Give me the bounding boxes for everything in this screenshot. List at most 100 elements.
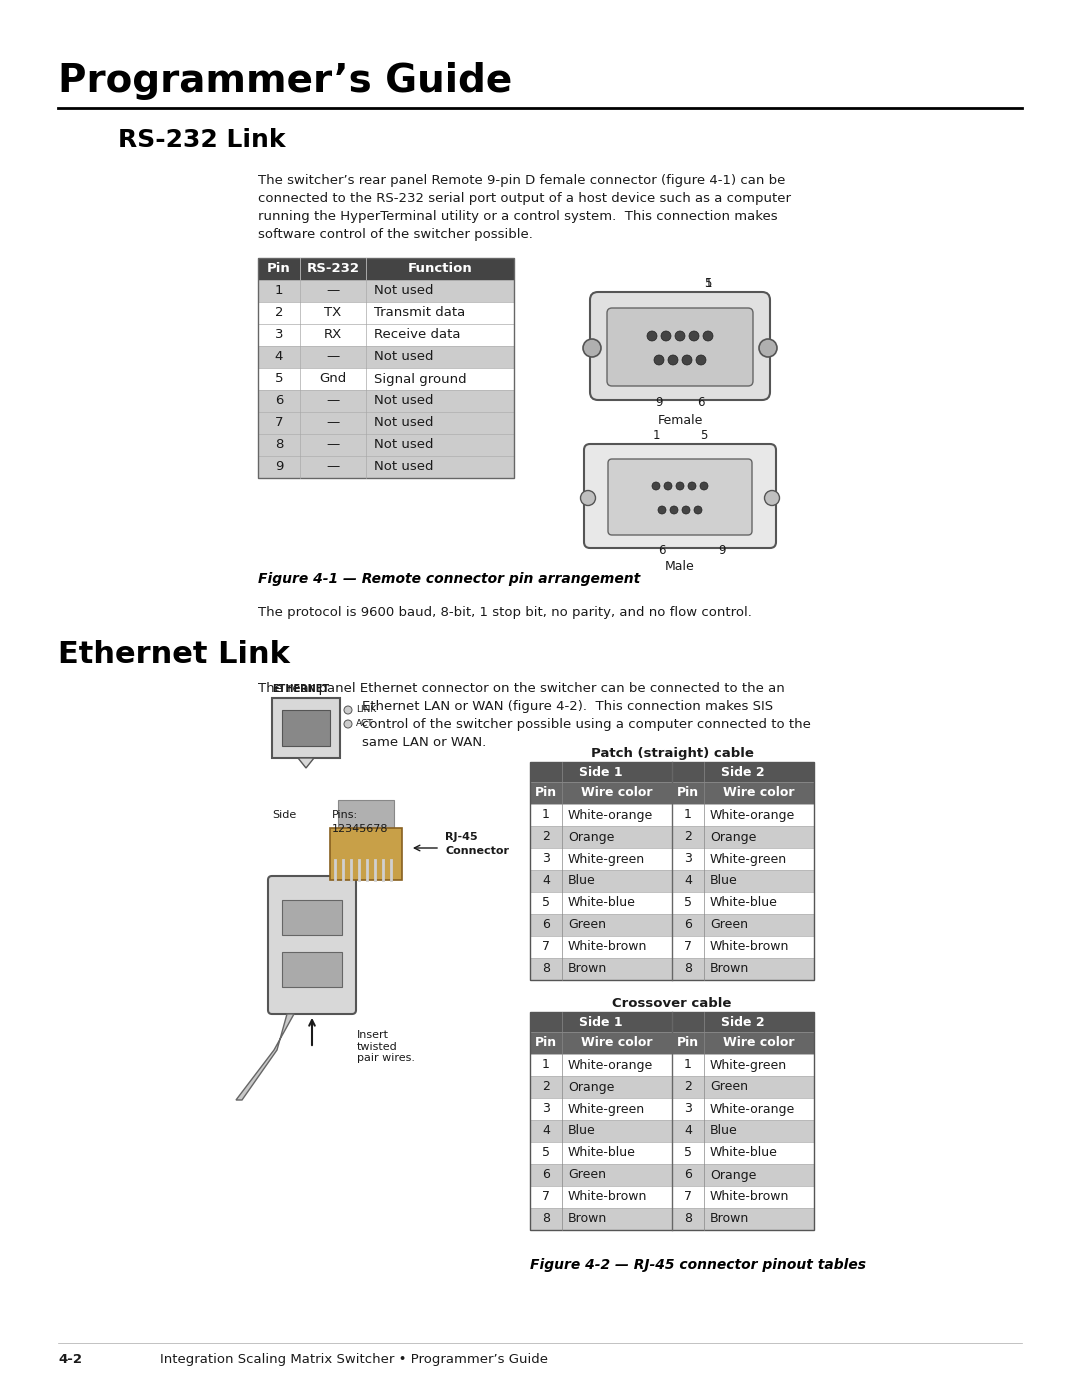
Text: 2: 2 bbox=[684, 1080, 692, 1094]
Ellipse shape bbox=[581, 490, 595, 506]
Text: —: — bbox=[326, 285, 339, 298]
Ellipse shape bbox=[765, 490, 780, 506]
Text: 1: 1 bbox=[684, 809, 692, 821]
Text: Ethernet LAN or WAN (figure 4-2).  This connection makes SIS: Ethernet LAN or WAN (figure 4-2). This c… bbox=[362, 700, 773, 712]
Text: White-brown: White-brown bbox=[568, 1190, 647, 1203]
Text: Brown: Brown bbox=[568, 963, 607, 975]
Text: 4: 4 bbox=[542, 1125, 550, 1137]
Bar bbox=[258, 346, 514, 367]
Bar bbox=[530, 870, 814, 893]
Ellipse shape bbox=[345, 705, 352, 714]
Bar bbox=[530, 848, 814, 870]
Bar bbox=[258, 434, 514, 455]
Text: White-green: White-green bbox=[710, 852, 787, 866]
Text: Figure 4-2 — RJ-45 connector pinout tables: Figure 4-2 — RJ-45 connector pinout tabl… bbox=[530, 1259, 866, 1273]
Text: 9: 9 bbox=[718, 543, 726, 557]
Text: White-blue: White-blue bbox=[568, 897, 636, 909]
Text: 8: 8 bbox=[274, 439, 283, 451]
Text: 9: 9 bbox=[274, 461, 283, 474]
Text: Brown: Brown bbox=[710, 963, 750, 975]
Text: White-blue: White-blue bbox=[710, 897, 778, 909]
Text: connected to the RS-232 serial port output of a host device such as a computer: connected to the RS-232 serial port outp… bbox=[258, 191, 791, 205]
Text: same LAN or WAN.: same LAN or WAN. bbox=[362, 736, 486, 749]
Text: 8: 8 bbox=[684, 963, 692, 975]
Text: 3: 3 bbox=[542, 1102, 550, 1115]
Bar bbox=[530, 1053, 814, 1076]
Text: 1: 1 bbox=[652, 429, 660, 441]
Text: White-orange: White-orange bbox=[710, 809, 795, 821]
Text: 7: 7 bbox=[542, 1190, 550, 1203]
Text: Green: Green bbox=[568, 918, 606, 932]
Text: Ethernet Link: Ethernet Link bbox=[58, 640, 289, 669]
FancyBboxPatch shape bbox=[608, 460, 752, 535]
Ellipse shape bbox=[647, 331, 657, 341]
Text: 4: 4 bbox=[542, 875, 550, 887]
Bar bbox=[258, 258, 514, 478]
Ellipse shape bbox=[696, 355, 706, 365]
Text: The protocol is 9600 baud, 8-bit, 1 stop bit, no parity, and no flow control.: The protocol is 9600 baud, 8-bit, 1 stop… bbox=[258, 606, 752, 619]
Text: 1: 1 bbox=[542, 809, 550, 821]
Text: Receive data: Receive data bbox=[374, 328, 460, 341]
Text: Orange: Orange bbox=[710, 830, 756, 844]
Text: Crossover cable: Crossover cable bbox=[612, 997, 731, 1010]
Text: Side: Side bbox=[272, 810, 296, 820]
Ellipse shape bbox=[345, 719, 352, 728]
Text: 4: 4 bbox=[274, 351, 283, 363]
Text: Side 1: Side 1 bbox=[579, 1016, 623, 1028]
Text: The switcher’s rear panel Remote 9-pin D female connector (figure 4-1) can be: The switcher’s rear panel Remote 9-pin D… bbox=[258, 175, 785, 187]
Text: 7: 7 bbox=[684, 1190, 692, 1203]
Ellipse shape bbox=[583, 339, 600, 358]
Ellipse shape bbox=[689, 331, 699, 341]
Text: Wire color: Wire color bbox=[724, 1037, 795, 1049]
Text: Green: Green bbox=[710, 1080, 748, 1094]
Bar bbox=[340, 840, 392, 852]
Text: White-brown: White-brown bbox=[710, 940, 789, 954]
Ellipse shape bbox=[652, 482, 660, 490]
Text: Pin: Pin bbox=[535, 787, 557, 799]
Text: 6: 6 bbox=[542, 918, 550, 932]
Text: Green: Green bbox=[710, 918, 748, 932]
Bar bbox=[530, 761, 814, 981]
Bar bbox=[530, 1164, 814, 1186]
Text: 5: 5 bbox=[704, 277, 712, 291]
Bar bbox=[530, 936, 814, 958]
Text: Connector: Connector bbox=[445, 847, 509, 856]
Bar bbox=[282, 900, 342, 935]
Bar bbox=[258, 455, 514, 478]
Text: 6: 6 bbox=[684, 1168, 692, 1182]
Text: —: — bbox=[326, 439, 339, 451]
Text: 4: 4 bbox=[684, 875, 692, 887]
Bar bbox=[258, 367, 514, 390]
Bar bbox=[258, 412, 514, 434]
Text: Not used: Not used bbox=[374, 351, 433, 363]
Text: 3: 3 bbox=[274, 328, 283, 341]
Text: Not used: Not used bbox=[374, 394, 433, 408]
Text: Insert
twisted
pair wires.: Insert twisted pair wires. bbox=[357, 1030, 415, 1063]
Bar bbox=[530, 826, 814, 848]
Text: Orange: Orange bbox=[710, 1168, 756, 1182]
Text: 3: 3 bbox=[684, 852, 692, 866]
Text: Programmer’s Guide: Programmer’s Guide bbox=[58, 61, 512, 101]
Text: Not used: Not used bbox=[374, 461, 433, 474]
Text: Pin: Pin bbox=[677, 787, 699, 799]
Text: 5: 5 bbox=[542, 897, 550, 909]
Bar bbox=[530, 1208, 814, 1229]
Text: 7: 7 bbox=[542, 940, 550, 954]
Ellipse shape bbox=[670, 506, 678, 514]
Text: 4: 4 bbox=[684, 1125, 692, 1137]
Text: 4-2: 4-2 bbox=[58, 1354, 82, 1366]
Text: 3: 3 bbox=[684, 1102, 692, 1115]
Text: 7: 7 bbox=[684, 940, 692, 954]
Text: 9: 9 bbox=[656, 395, 663, 409]
Bar bbox=[530, 1076, 814, 1098]
Text: Male: Male bbox=[665, 560, 694, 573]
Ellipse shape bbox=[688, 482, 696, 490]
Ellipse shape bbox=[669, 355, 678, 365]
Bar bbox=[282, 710, 330, 746]
Text: Integration Scaling Matrix Switcher • Programmer’s Guide: Integration Scaling Matrix Switcher • Pr… bbox=[160, 1354, 548, 1366]
Text: Side 2: Side 2 bbox=[721, 1016, 765, 1028]
Text: 3: 3 bbox=[542, 852, 550, 866]
Bar bbox=[530, 1120, 814, 1141]
Bar bbox=[258, 302, 514, 324]
Text: Not used: Not used bbox=[374, 285, 433, 298]
